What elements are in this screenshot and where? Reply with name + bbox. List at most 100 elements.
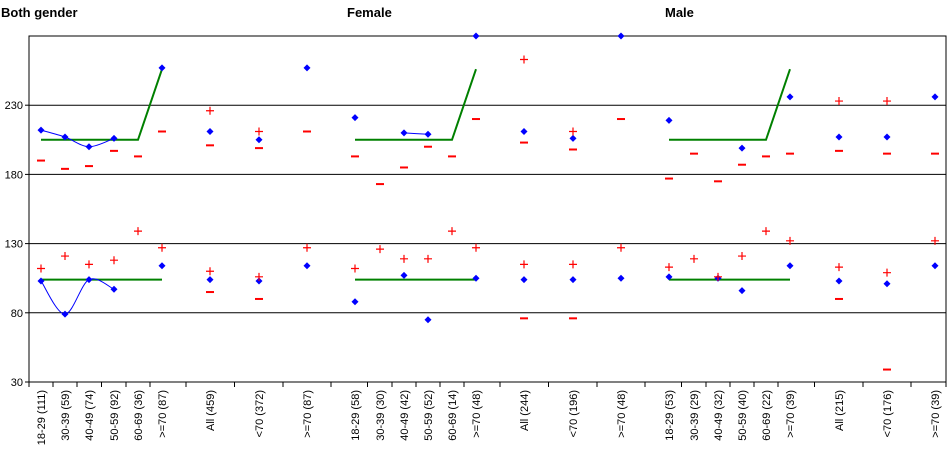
panel-titles: Both gender Female Male: [1, 5, 694, 20]
y-tick-label: 230: [5, 100, 23, 112]
data-point-plus: [520, 260, 528, 269]
plot-border: [28, 35, 947, 383]
data-point-diamond: [569, 134, 577, 142]
x-tick-label: 60-69 (36): [133, 390, 145, 441]
x-tick-label: 18-29 (58): [350, 390, 362, 441]
data-point-diamond: [255, 277, 263, 285]
data-point-diamond: [400, 271, 408, 279]
data-point-plus: [786, 236, 794, 245]
y-tick-label: 30: [11, 377, 23, 389]
data-point-plus: [448, 227, 456, 236]
x-tick-label: >=70 (39): [785, 390, 797, 438]
y-tick-label: 130: [5, 239, 23, 251]
data-point-diamond: [255, 136, 263, 144]
data-point-plus: [255, 127, 263, 136]
panel-title: Female: [347, 5, 392, 20]
data-point-plus: [569, 127, 577, 136]
x-tick-label: 40-49 (42): [399, 390, 411, 441]
data-point-diamond: [85, 276, 93, 284]
data-point-plus: [61, 252, 69, 261]
data-point-plus: [520, 55, 528, 64]
data-point-diamond: [786, 93, 794, 101]
data-point-plus: [400, 254, 408, 263]
data-point-diamond: [617, 274, 625, 282]
x-axis-ticks: 18-29 (111) 30-39 (59) 40-49 (74) 50-59 (92…: [28, 382, 947, 445]
y-tick-label: 80: [11, 308, 23, 320]
data-point-plus: [690, 254, 698, 263]
x-tick-label: >=70 (87): [302, 390, 314, 438]
x-tick-label: 60-69 (14): [447, 390, 459, 441]
data-point-plus: [883, 97, 891, 106]
data-point-diamond: [835, 133, 843, 141]
data-point-diamond: [472, 32, 480, 40]
data-point-plus: [376, 245, 384, 254]
data-point-diamond: [617, 32, 625, 40]
y-axis-ticks: 30 80 130 180 230: [5, 100, 29, 389]
data-point-plus: [110, 256, 118, 265]
x-tick-label: 30-39 (30): [375, 390, 387, 441]
data-point-diamond: [472, 274, 480, 282]
data-point-diamond: [738, 287, 746, 295]
data-point-plus: [835, 263, 843, 272]
data-point-plus: [37, 264, 45, 273]
x-tick-label: All (244): [519, 390, 531, 431]
data-point-diamond: [424, 130, 432, 138]
x-tick-label: <70 (176): [882, 390, 894, 437]
x-tick-label: >=70 (48): [616, 390, 628, 438]
data-point-diamond: [400, 129, 408, 137]
data-point-diamond: [835, 277, 843, 285]
data-point-diamond: [37, 126, 45, 134]
data-point-diamond: [569, 276, 577, 284]
x-tick-label: 60-69 (22): [761, 390, 773, 441]
data-point-diamond: [351, 114, 359, 122]
x-tick-label: >=70 (48): [471, 390, 483, 438]
reference-lines: [41, 68, 791, 281]
data-point-plus: [134, 227, 142, 236]
data-point-diamond: [206, 276, 214, 284]
data-point-diamond: [110, 134, 118, 142]
data-point-plus: [85, 260, 93, 269]
gridlines: [29, 104, 946, 314]
data-point-plus: [569, 260, 577, 269]
data-point-plus: [762, 227, 770, 236]
data-marks: [37, 32, 939, 371]
reference-line: [669, 68, 791, 141]
data-point-plus: [714, 272, 722, 281]
data-point-plus: [738, 252, 746, 261]
data-point-diamond: [738, 144, 746, 152]
panel-title: Both gender: [1, 5, 78, 20]
data-point-diamond: [883, 280, 891, 288]
data-point-diamond: [520, 276, 528, 284]
data-point-diamond: [786, 262, 794, 270]
x-tick-label: <70 (372): [254, 390, 266, 437]
data-point-diamond: [158, 262, 166, 270]
data-point-plus: [883, 268, 891, 277]
x-tick-label: 50-59 (52): [423, 390, 435, 441]
data-point-diamond: [351, 298, 359, 306]
data-point-diamond: [303, 262, 311, 270]
smooth-curve: [40, 129, 115, 148]
x-tick-label: All (215): [834, 390, 846, 431]
data-point-diamond: [665, 116, 673, 124]
data-point-plus: [351, 264, 359, 273]
data-point-diamond: [520, 127, 528, 135]
data-point-diamond: [61, 310, 69, 318]
data-point-diamond: [883, 133, 891, 141]
y-tick-label: 180: [5, 169, 23, 181]
x-tick-label: 40-49 (32): [713, 390, 725, 441]
data-point-diamond: [85, 143, 93, 151]
data-point-diamond: [61, 133, 69, 141]
data-point-plus: [835, 97, 843, 106]
data-point-diamond: [37, 277, 45, 285]
x-tick-label: All (459): [205, 390, 217, 431]
data-point-plus: [931, 236, 939, 245]
x-tick-label: 30-39 (59): [60, 390, 72, 441]
data-point-plus: [665, 263, 673, 272]
panel-title: Male: [665, 5, 694, 20]
x-tick-label: 50-59 (40): [737, 390, 749, 441]
data-point-diamond: [206, 127, 214, 135]
x-tick-label: >=70 (87): [157, 390, 169, 438]
data-point-diamond: [110, 285, 118, 293]
data-point-diamond: [665, 273, 673, 281]
data-point-plus: [303, 243, 311, 252]
